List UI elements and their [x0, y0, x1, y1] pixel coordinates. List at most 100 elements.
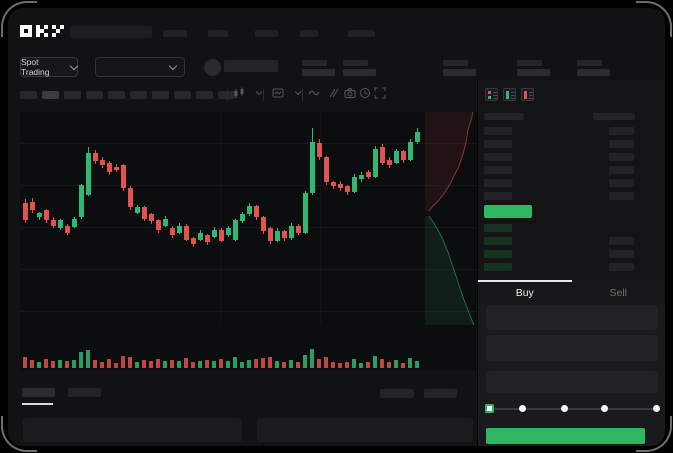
nav-item[interactable]	[348, 30, 375, 37]
row-mark	[493, 91, 497, 93]
bid-price-placeholder[interactable]	[484, 263, 512, 271]
camera-icon[interactable]	[344, 87, 356, 99]
volume-bar	[261, 358, 265, 368]
last-price-badge[interactable]	[484, 205, 532, 218]
nav-item[interactable]	[208, 30, 228, 37]
tab-sell[interactable]: Sell	[609, 287, 627, 299]
candle-body	[86, 152, 91, 195]
total-input[interactable]	[486, 371, 658, 393]
candles-style-icon[interactable]	[233, 87, 245, 99]
slider-stop[interactable]	[561, 405, 568, 412]
slider-stop[interactable]	[601, 405, 608, 412]
candle-body	[135, 207, 140, 213]
candle-body	[331, 182, 336, 187]
nav-item[interactable]	[255, 30, 278, 37]
chevron-down-icon	[168, 61, 178, 71]
timeframe-button[interactable]	[86, 91, 103, 99]
volume-bar	[23, 357, 27, 368]
ask-mark	[488, 91, 491, 94]
volume-bar	[310, 349, 314, 368]
candle-body	[359, 175, 364, 180]
volume-bar	[212, 361, 216, 368]
book-asks-only-icon[interactable]	[521, 88, 534, 101]
ask-amount-placeholder[interactable]	[609, 140, 634, 148]
candle-body	[394, 151, 399, 163]
amount-input[interactable]	[486, 335, 658, 361]
price-input[interactable]	[486, 305, 658, 330]
book-bids-only-icon[interactable]	[503, 88, 516, 101]
candle-body	[387, 159, 392, 166]
bid-price-placeholder[interactable]	[484, 250, 512, 258]
bid-price-placeholder[interactable]	[484, 237, 512, 245]
bid-amount-placeholder[interactable]	[609, 237, 634, 245]
line-tool-icon[interactable]	[308, 87, 320, 99]
bid-price-placeholder[interactable]	[484, 224, 512, 232]
pair-dropdown[interactable]	[95, 57, 185, 77]
coin-avatar[interactable]	[204, 59, 221, 76]
timeframe-button[interactable]	[108, 91, 125, 99]
drawing-tools-icon[interactable]	[328, 87, 340, 99]
nav-item[interactable]	[163, 30, 187, 37]
timeframe-button[interactable]	[20, 91, 37, 99]
ask-amount-placeholder[interactable]	[609, 179, 634, 187]
ask-amount-placeholder[interactable]	[609, 153, 634, 161]
search-input[interactable]	[70, 26, 152, 38]
bottom-tab-active[interactable]	[22, 388, 55, 397]
indicator-icon[interactable]	[272, 87, 284, 99]
row-mark	[511, 97, 515, 99]
ask-amount-placeholder[interactable]	[609, 192, 634, 200]
volume-bar	[338, 363, 342, 368]
bid-amount-placeholder[interactable]	[609, 263, 634, 271]
buy-cta-button[interactable]	[486, 428, 645, 444]
bottom-tab[interactable]	[68, 388, 101, 397]
ask-price-placeholder[interactable]	[484, 127, 512, 135]
ask-price-placeholder[interactable]	[484, 192, 512, 200]
candle-body	[198, 232, 203, 240]
amount-slider[interactable]	[489, 408, 657, 410]
bottom-action-button[interactable]	[380, 389, 414, 398]
candle-body	[170, 228, 175, 236]
slider-handle[interactable]	[485, 404, 494, 413]
okx-logo[interactable]	[20, 25, 64, 37]
candle-body	[44, 210, 49, 220]
ask-amount-placeholder[interactable]	[609, 166, 634, 174]
timeframe-button[interactable]	[130, 91, 147, 99]
ask-price-placeholder[interactable]	[484, 166, 512, 174]
tab-buy[interactable]: Buy	[515, 287, 534, 299]
candle-body	[338, 183, 343, 188]
volume-bar	[121, 356, 125, 368]
bid-amount-placeholder[interactable]	[609, 250, 634, 258]
slider-stop[interactable]	[519, 405, 526, 412]
ask-amount-placeholder[interactable]	[609, 127, 634, 135]
volume-layer	[20, 112, 425, 370]
market-type-selector[interactable]: Spot Trading	[20, 57, 79, 77]
stat-label-placeholder	[443, 60, 468, 66]
ask-price-placeholder[interactable]	[484, 140, 512, 148]
candle-body	[261, 217, 266, 232]
timeframe-button[interactable]	[174, 91, 191, 99]
timeframe-button[interactable]	[64, 91, 81, 99]
chevron-down-icon[interactable]	[292, 87, 304, 99]
timeframe-button[interactable]	[42, 91, 59, 99]
volume-bar	[205, 360, 209, 368]
timeframe-button[interactable]	[196, 91, 213, 99]
timeframe-button[interactable]	[152, 91, 169, 99]
ask-price-placeholder[interactable]	[484, 179, 512, 187]
candle-body	[401, 151, 406, 160]
candle-body	[233, 220, 238, 240]
volume-bar	[324, 357, 328, 368]
history-icon[interactable]	[359, 87, 371, 99]
row-mark	[511, 94, 515, 96]
nav-item[interactable]	[300, 30, 318, 37]
book-split-icon[interactable]	[485, 88, 498, 101]
slider-stop[interactable]	[653, 405, 660, 412]
volume-bar	[86, 350, 90, 368]
ask-mark	[524, 91, 527, 99]
candle-body	[163, 218, 168, 226]
ask-price-placeholder[interactable]	[484, 153, 512, 161]
fullscreen-icon[interactable]	[374, 87, 386, 99]
bottom-action-button[interactable]	[424, 389, 457, 398]
chevron-down-icon[interactable]	[253, 87, 265, 99]
timeframe-button[interactable]	[218, 91, 235, 99]
